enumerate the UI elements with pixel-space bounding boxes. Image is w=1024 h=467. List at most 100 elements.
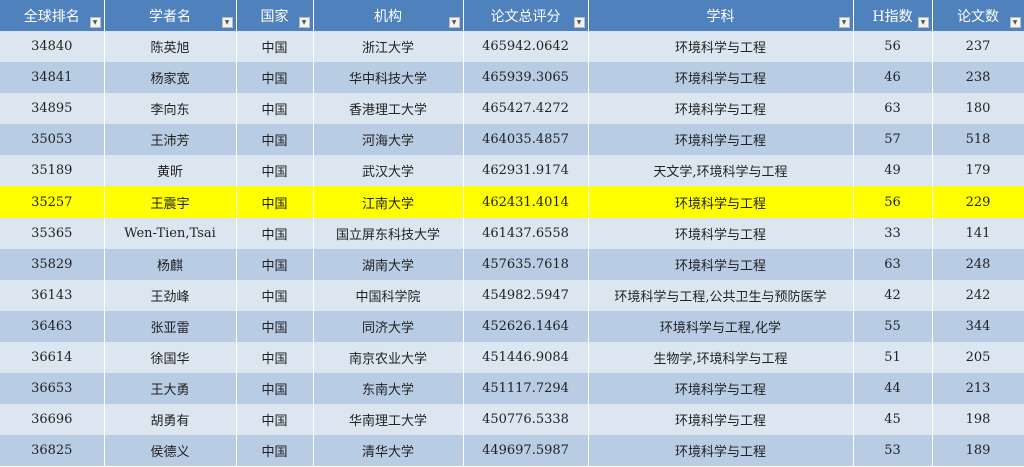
table-row[interactable]: 35053 王沛芳 中国 河海大学 464035.4857 环境科学与工程 57 518 <box>0 124 1024 156</box>
cell-rank: 36696 <box>0 404 105 436</box>
table-row[interactable]: 35189 黄昕 中国 武汉大学 462931.9174 天文学,环境科学与工程 49 179 <box>0 155 1024 187</box>
cell-country: 中国 <box>236 279 314 311</box>
cell-discipline: 环境科学与工程 <box>588 93 854 125</box>
cell-discipline: 环境科学与工程 <box>588 248 854 280</box>
cell-institution: 江南大学 <box>313 186 464 218</box>
cell-country: 中国 <box>236 93 314 125</box>
cell-h-index: 55 <box>853 310 933 342</box>
cell-rank: 36614 <box>0 341 105 374</box>
filter-dropdown-icon[interactable]: ▼ <box>1009 17 1021 28</box>
cell-rank: 35053 <box>0 124 105 156</box>
table-row[interactable]: 34840 陈英旭 中国 浙江大学 465942.0642 环境科学与工程 56 237 <box>0 31 1024 63</box>
cell-score: 464035.4857 <box>463 124 589 156</box>
cell-institution: 华中科技大学 <box>313 62 464 94</box>
cell-scholar: 王震宇 <box>104 186 237 218</box>
filter-dropdown-icon[interactable]: ▼ <box>298 17 310 28</box>
cell-score: 452626.1464 <box>463 310 589 342</box>
table-row[interactable]: 36614 徐国华 中国 南京农业大学 451446.9084 生物学,环境科学与工程 51… <box>0 341 1024 374</box>
filter-dropdown-icon[interactable]: ▼ <box>221 17 233 28</box>
cell-rank: 35365 <box>0 217 105 249</box>
cell-scholar: 王沛芳 <box>104 124 237 156</box>
cell-scholar: Wen-Tien,Tsai <box>104 217 237 249</box>
cell-paper-count: 189 <box>932 435 1024 467</box>
column-header-score: 论文总评分 ▼ <box>463 0 589 31</box>
cell-institution: 河海大学 <box>313 124 464 156</box>
table-row[interactable]: 34895 李向东 中国 香港理工大学 465427.4272 环境科学与工程 63 180 <box>0 93 1024 125</box>
column-header-scholar: 学者名 ▼ <box>104 0 237 31</box>
cell-paper-count: 179 <box>932 155 1024 187</box>
cell-h-index: 56 <box>853 31 933 63</box>
cell-paper-count: 518 <box>932 124 1024 156</box>
column-header-label: 机构 <box>374 8 402 25</box>
table-row[interactable]: 36825 侯德义 中国 清华大学 449697.5987 环境科学与工程 53 189 <box>0 435 1024 467</box>
cell-country: 中国 <box>236 341 314 374</box>
cell-paper-count: 248 <box>932 248 1024 280</box>
column-header-label: 论文数 <box>957 8 999 25</box>
table-row[interactable]: 36653 王大勇 中国 东南大学 451117.7294 环境科学与工程 44 213 <box>0 373 1024 405</box>
table-row[interactable]: 36463 张亚雷 中国 同济大学 452626.1464 环境科学与工程,化学 55 344 <box>0 310 1024 342</box>
cell-scholar: 王大勇 <box>104 373 237 405</box>
cell-score: 451446.9084 <box>463 341 589 374</box>
cell-institution: 国立屏东科技大学 <box>313 217 464 249</box>
cell-rank: 34840 <box>0 31 105 63</box>
cell-paper-count: 141 <box>932 217 1024 249</box>
cell-country: 中国 <box>236 373 314 405</box>
cell-paper-count: 238 <box>932 62 1024 94</box>
cell-score: 465942.0642 <box>463 31 589 63</box>
column-header-paper-count: 论文数 ▼ <box>932 0 1024 31</box>
cell-country: 中国 <box>236 62 314 94</box>
cell-country: 中国 <box>236 435 314 467</box>
cell-paper-count: 198 <box>932 404 1024 436</box>
cell-country: 中国 <box>236 124 314 156</box>
column-header-label: H指数 <box>872 8 913 25</box>
cell-scholar: 杨家宽 <box>104 62 237 94</box>
cell-scholar: 张亚雷 <box>104 310 237 342</box>
cell-paper-count: 180 <box>932 93 1024 125</box>
cell-scholar: 胡勇有 <box>104 404 237 436</box>
filter-dropdown-icon[interactable]: ▼ <box>89 17 101 28</box>
cell-paper-count: 237 <box>932 31 1024 63</box>
cell-scholar: 侯德义 <box>104 435 237 467</box>
cell-h-index: 57 <box>853 124 933 156</box>
filter-dropdown-icon[interactable]: ▼ <box>917 17 929 28</box>
cell-institution: 华南理工大学 <box>313 404 464 436</box>
cell-country: 中国 <box>236 155 314 187</box>
column-header-label: 国家 <box>260 8 289 25</box>
cell-institution: 同济大学 <box>313 310 464 342</box>
cell-discipline: 天文学,环境科学与工程 <box>588 155 854 187</box>
cell-rank: 36143 <box>0 279 105 311</box>
cell-institution: 中国科学院 <box>313 279 464 311</box>
cell-institution: 湖南大学 <box>313 248 464 280</box>
cell-discipline: 环境科学与工程 <box>588 31 854 63</box>
cell-rank: 36463 <box>0 310 105 342</box>
cell-rank: 35189 <box>0 155 105 187</box>
table-row[interactable]: 35829 杨麒 中国 湖南大学 457635.7618 环境科学与工程 63 248 <box>0 248 1024 280</box>
cell-rank: 35257 <box>0 186 105 218</box>
cell-institution: 浙江大学 <box>313 31 464 63</box>
cell-discipline: 环境科学与工程 <box>588 404 854 436</box>
cell-score: 465939.3065 <box>463 62 589 94</box>
filter-dropdown-icon[interactable]: ▼ <box>838 17 850 28</box>
cell-score: 454982.5947 <box>463 279 589 311</box>
table-row[interactable]: 35365 Wen-Tien,Tsai 中国 国立屏东科技大学 461437.6558 环… <box>0 217 1024 249</box>
cell-country: 中国 <box>236 404 314 436</box>
cell-h-index: 51 <box>853 341 933 374</box>
column-header-label: 学科 <box>706 8 735 25</box>
cell-rank: 36653 <box>0 373 105 405</box>
filter-dropdown-icon[interactable]: ▼ <box>448 17 460 28</box>
cell-institution: 清华大学 <box>313 435 464 467</box>
column-header-discipline: 学科 ▼ <box>588 0 854 31</box>
table-row[interactable]: 34841 杨家宽 中国 华中科技大学 465939.3065 环境科学与工程 46 238 <box>0 62 1024 94</box>
cell-discipline: 环境科学与工程,公共卫生与预防医学 <box>588 279 854 311</box>
table-row[interactable]: 36696 胡勇有 中国 华南理工大学 450776.5338 环境科学与工程 45 198 <box>0 404 1024 436</box>
column-header-institution: 机构 ▼ <box>313 0 464 31</box>
table-row[interactable]: 36143 王劲峰 中国 中国科学院 454982.5947 环境科学与工程,公共卫生与预… <box>0 279 1024 311</box>
filter-dropdown-icon[interactable]: ▼ <box>573 17 585 28</box>
cell-scholar: 黄昕 <box>104 155 237 187</box>
cell-country: 中国 <box>236 31 314 63</box>
cell-rank: 34895 <box>0 93 105 125</box>
cell-h-index: 45 <box>853 404 933 436</box>
cell-rank: 35829 <box>0 248 105 280</box>
table-row-highlighted[interactable]: 35257 王震宇 中国 江南大学 462431.4014 环境科学与工程 56 229 <box>0 186 1024 218</box>
cell-h-index: 63 <box>853 93 933 125</box>
